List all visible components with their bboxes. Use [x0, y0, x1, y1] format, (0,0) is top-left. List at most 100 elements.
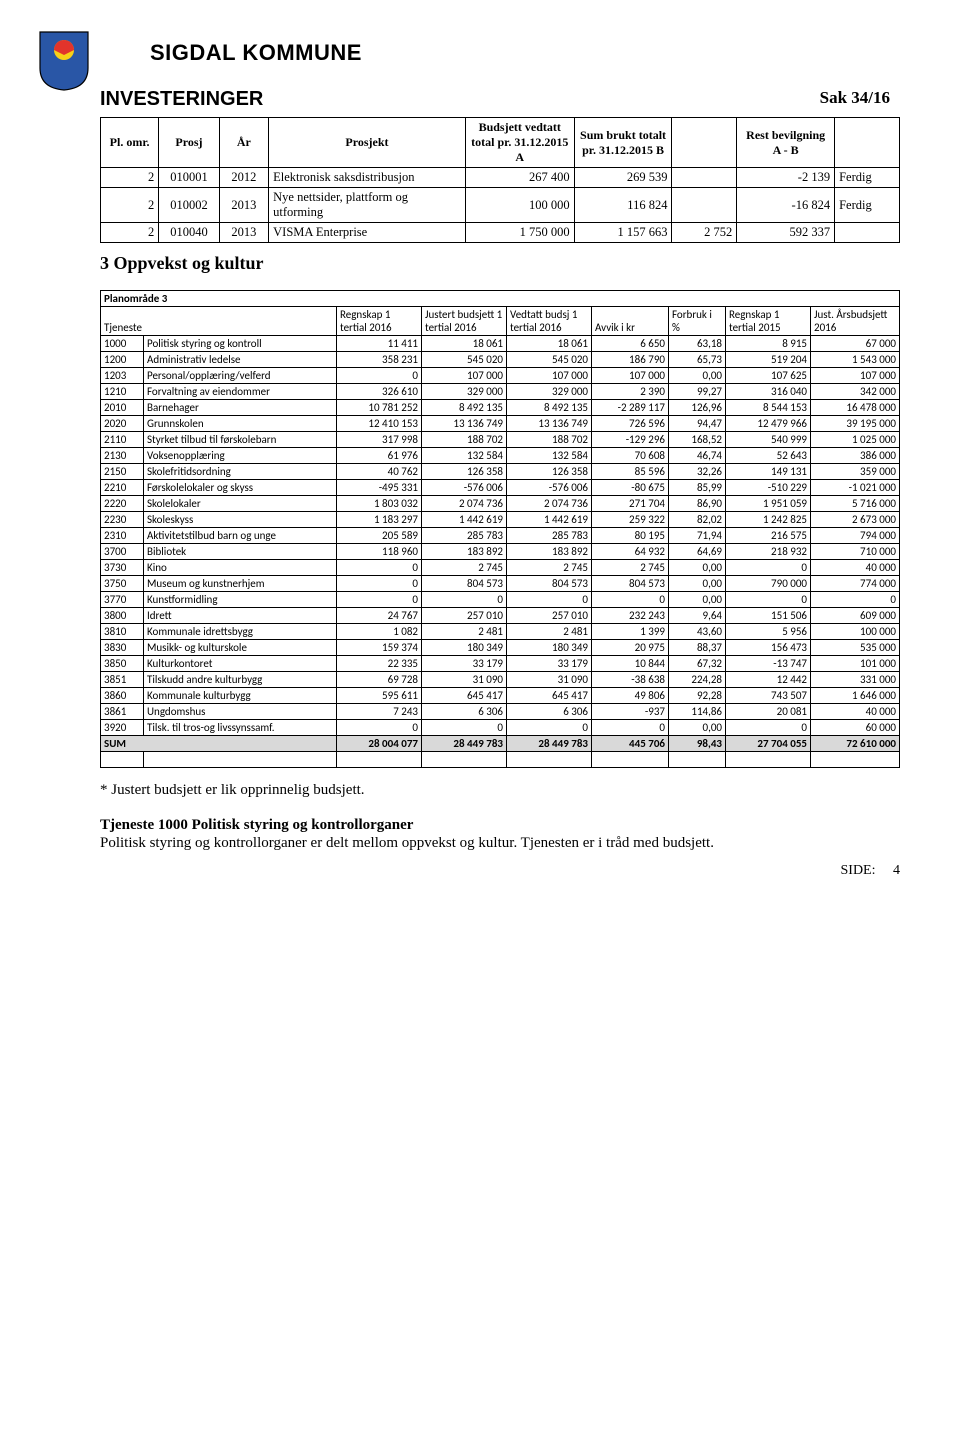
kommune-shield-icon: [38, 30, 90, 92]
plan-cell: -38 638: [592, 672, 669, 688]
plan-tjeneste: Museum og kunstnerhjem: [144, 576, 337, 592]
plan-row: 2230Skoleskyss1 183 2971 442 6191 442 61…: [101, 512, 900, 528]
plan-cell: 285 783: [422, 528, 507, 544]
plan-cell: 18 061: [422, 336, 507, 352]
plan-cell: 645 417: [422, 688, 507, 704]
plan-cell: 186 790: [592, 352, 669, 368]
col-status: [835, 118, 900, 168]
plan-cell: 61 976: [337, 448, 422, 464]
plan-cell: 1 803 032: [337, 496, 422, 512]
plan-tjeneste: Ungdomshus: [144, 704, 337, 720]
plan-cell: 180 349: [422, 640, 507, 656]
plan-cell: 114,86: [669, 704, 726, 720]
plan-cell: 609 000: [811, 608, 900, 624]
plan-tjeneste: Aktivitetstilbud barn og unge: [144, 528, 337, 544]
plan-cell: 168,52: [669, 432, 726, 448]
plan-row: 3860Kommunale kulturbygg595 611645 41764…: [101, 688, 900, 704]
plan-cell: 794 000: [811, 528, 900, 544]
plan-cell: 0: [507, 592, 592, 608]
col-sumbrukt: Sum brukt totalt pr. 31.12.2015 B: [574, 118, 672, 168]
plan-cell: -576 006: [422, 480, 507, 496]
plan-code: 2130: [101, 448, 144, 464]
plan-cell: 545 020: [422, 352, 507, 368]
plan-tjeneste: Idrett: [144, 608, 337, 624]
plan-col-justert: Justert budsjett 1 tertial 2016: [422, 307, 507, 336]
plan-cell: 85 596: [592, 464, 669, 480]
inv-row: 20100022013Nye nettsider, plattform og u…: [101, 188, 900, 223]
plan-cell: 107 000: [422, 368, 507, 384]
plan-row: 3861Ungdomshus7 2436 3066 306-937114,862…: [101, 704, 900, 720]
inv-cell: 116 824: [574, 188, 672, 223]
plan-row: 3851Tilskudd andre kulturbygg69 72831 09…: [101, 672, 900, 688]
plan-row: 3830Musikk- og kulturskole159 374180 349…: [101, 640, 900, 656]
plan-cell: 31 090: [507, 672, 592, 688]
plan-cell: 101 000: [811, 656, 900, 672]
plan-code: 2230: [101, 512, 144, 528]
plan-row: 2150Skolefritidsordning40 762126 358126 …: [101, 464, 900, 480]
inv-cell: Elektronisk saksdistribusjon: [269, 168, 466, 188]
plan-cell: 40 000: [811, 560, 900, 576]
plan-cell: 224,28: [669, 672, 726, 688]
plan-code: 3830: [101, 640, 144, 656]
col-plomr: Pl. omr.: [101, 118, 159, 168]
plan-cell: 188 702: [422, 432, 507, 448]
plan-row: 1200Administrativ ledelse358 231545 0205…: [101, 352, 900, 368]
plan-cell: 80 195: [592, 528, 669, 544]
plan-cell: 71,94: [669, 528, 726, 544]
plan-cell: 1 646 000: [811, 688, 900, 704]
plan-cell: 743 507: [726, 688, 811, 704]
footnote: * Justert budsjett er lik opprinnelig bu…: [100, 782, 900, 799]
plan-cell: 31 090: [422, 672, 507, 688]
plan-cell: -1 021 000: [811, 480, 900, 496]
plan-cell: 183 892: [507, 544, 592, 560]
inv-cell: -2 139: [737, 168, 835, 188]
plan-code: 1210: [101, 384, 144, 400]
inv-cell: 010001: [159, 168, 219, 188]
document-page: SIGDAL KOMMUNE INVESTERINGER Sak 34/16 P…: [0, 0, 960, 899]
plan-col-vedtatt: Vedtatt budsj 1 tertial 2016: [507, 307, 592, 336]
plan-cell: 726 596: [592, 416, 669, 432]
plan-cell: 118 960: [337, 544, 422, 560]
inv-cell: VISMA Enterprise: [269, 223, 466, 243]
plan-cell: 0: [422, 592, 507, 608]
plan-cell: 82,02: [669, 512, 726, 528]
plan-cell: 535 000: [811, 640, 900, 656]
plan-empty-cell: [144, 752, 337, 768]
plan-cell: 790 000: [726, 576, 811, 592]
plan-code: 1000: [101, 336, 144, 352]
plan-code: 3810: [101, 624, 144, 640]
plan-cell: 0: [337, 720, 422, 736]
plan-cell: 1 442 619: [422, 512, 507, 528]
plan-cell: 1 951 059: [726, 496, 811, 512]
col-rest: Rest bevilgning A - B: [737, 118, 835, 168]
col-aar: År: [219, 118, 268, 168]
plan-tjeneste: Musikk- og kulturskole: [144, 640, 337, 656]
plan-cell: -510 229: [726, 480, 811, 496]
plan-cell: 40 000: [811, 704, 900, 720]
plan-cell: 259 322: [592, 512, 669, 528]
plan-cell: 205 589: [337, 528, 422, 544]
plan-cell: 1 399: [592, 624, 669, 640]
plan-col-regnskap1: Regnskap 1 tertial 2016: [337, 307, 422, 336]
plan-col-tjeneste: Tjeneste: [101, 307, 337, 336]
plan-cell: 43,60: [669, 624, 726, 640]
inv-cell: Ferdig: [835, 188, 900, 223]
plan-tjeneste: Administrativ ledelse: [144, 352, 337, 368]
plan-sum-cell: 28 449 783: [507, 736, 592, 752]
plan-tjeneste: Kulturkontoret: [144, 656, 337, 672]
sak-label: Sak 34/16: [820, 88, 900, 108]
plan-tjeneste: Tilsk. til tros-og livssynssamf.: [144, 720, 337, 736]
plan-code: 3851: [101, 672, 144, 688]
tjeneste-1000-para: Politisk styring og kontrollorganer er d…: [100, 834, 900, 853]
plan-cell: 126 358: [507, 464, 592, 480]
plan-cell: 151 506: [726, 608, 811, 624]
plan-tjeneste: Forvaltning av eiendommer: [144, 384, 337, 400]
plan-tjeneste: Kino: [144, 560, 337, 576]
plan-cell: 107 625: [726, 368, 811, 384]
plan-tjeneste: Tilskudd andre kulturbygg: [144, 672, 337, 688]
plan-cell: 60 000: [811, 720, 900, 736]
plan-cell: 0,00: [669, 720, 726, 736]
inv-cell: 100 000: [465, 188, 574, 223]
plan-cell: 2 745: [422, 560, 507, 576]
plan-cell: -13 747: [726, 656, 811, 672]
